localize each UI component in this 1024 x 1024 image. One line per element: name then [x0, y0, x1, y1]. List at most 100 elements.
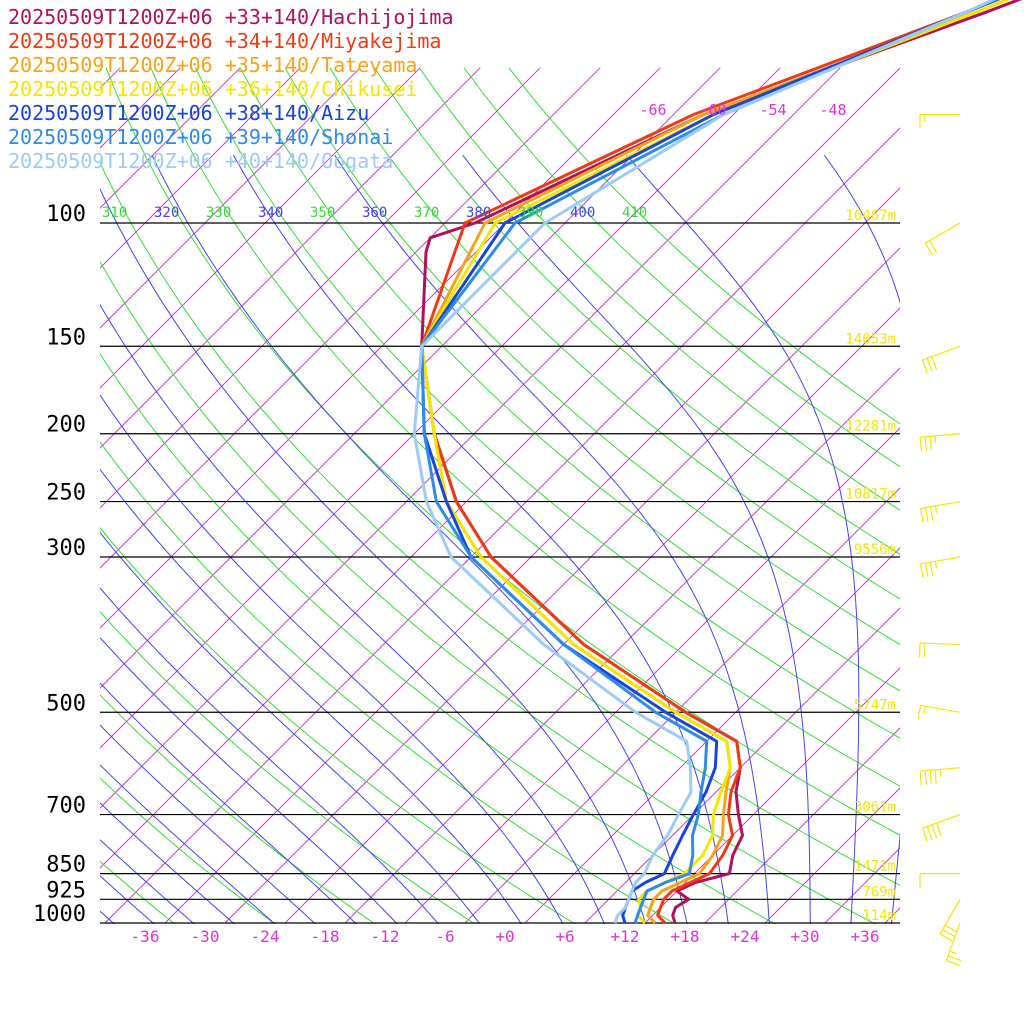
- wind-barb: [919, 113, 960, 129]
- isotherm-line: [164, 187, 900, 924]
- height-label: 114m: [862, 908, 896, 924]
- legend-entry: 20250509T1200Z+06 +39+140/Shonai: [8, 125, 393, 149]
- barb-feather: [929, 770, 932, 785]
- pressure-label: 1000: [33, 902, 86, 927]
- barb-feather: [920, 508, 924, 523]
- barb-staff: [922, 814, 961, 829]
- isentrope-line: [105, 67, 900, 836]
- x-tick-label: +12: [611, 927, 640, 946]
- moist-adiabat-line: [334, 154, 770, 924]
- barb-feather: [929, 240, 938, 253]
- x-tick-label: -12: [371, 927, 400, 946]
- theta-label: 370: [414, 205, 439, 221]
- wind-barb: [919, 872, 960, 888]
- barb-feather: [946, 960, 960, 966]
- isentrope-line: [374, 67, 900, 555]
- isentrope-line: [195, 67, 900, 739]
- barb-staff: [945, 922, 961, 961]
- height-label: 1471m: [854, 859, 896, 875]
- profile-line: [412, 0, 997, 924]
- pressure-label: 700: [46, 794, 86, 819]
- theta-label: 340: [258, 205, 283, 221]
- isentrope-line: [100, 610, 476, 924]
- moist-adiabat-line: [100, 468, 523, 924]
- barb-feather: [924, 507, 929, 522]
- moist-adiabat-line: [100, 875, 155, 924]
- barb-staff: [925, 222, 961, 244]
- wind-barb: [921, 345, 961, 374]
- legend-entry: 20250509T1200Z+06 +38+140/Aizu: [8, 101, 369, 125]
- barb-feather: [929, 506, 934, 521]
- theta-label: 320: [154, 205, 179, 221]
- wind-barb: [917, 704, 961, 720]
- legend-entry: 20250509T1200Z+06 +40+140/Oogata: [8, 149, 393, 173]
- wind-barb: [920, 500, 961, 523]
- height-label: 9556m: [854, 542, 896, 558]
- barb-feather: [939, 933, 953, 942]
- profile-line: [420, 0, 1001, 925]
- x-tick-label: -30: [191, 927, 220, 946]
- x-tick-label: -18: [311, 927, 340, 946]
- theta-label: 410: [622, 205, 647, 221]
- temperature-profiles: [412, 0, 1023, 925]
- theta-label: 350: [310, 205, 335, 221]
- barb-feather: [935, 822, 942, 837]
- pressure-label: 925: [46, 878, 86, 903]
- barb-feather: [947, 955, 962, 962]
- pressure-lines: [100, 222, 900, 924]
- isentrope-lines: [100, 67, 900, 924]
- legend: 20250509T1200Z+06 +33+140/Hachijojima202…: [8, 5, 454, 173]
- isentrope-line: [284, 67, 900, 646]
- isotherm-line: [344, 367, 900, 924]
- top-isotherm-label: -48: [819, 101, 846, 119]
- barb-feather: [942, 929, 955, 938]
- theta-labels: 310 320 330 340 350 360 370 380 390 400 410: [102, 205, 647, 221]
- isotherm-line: [464, 487, 900, 924]
- isotherm-line: [100, 67, 601, 569]
- isotherm-line: [100, 67, 841, 809]
- temperature-axis-labels: -36 -30 -24 -18 -12 -6 +0 +6 +12 +18 +24 +30 +36: [131, 927, 880, 946]
- theta-label: 330: [206, 205, 231, 221]
- barb-feather: [924, 242, 933, 256]
- wind-barbs: [917, 113, 962, 966]
- height-label: 10817m: [845, 487, 896, 503]
- moist-adiabat-line: [100, 724, 317, 924]
- pressure-label: 300: [46, 536, 86, 561]
- x-tick-label: +36: [851, 927, 880, 946]
- barb-feather: [926, 826, 933, 840]
- isotherm-lines: [100, 67, 900, 924]
- wind-barb: [921, 814, 961, 842]
- height-label: 14053m: [845, 331, 896, 347]
- x-tick-label: -6: [435, 927, 454, 946]
- moist-adiabat-line: [100, 394, 564, 924]
- barb-staff: [922, 345, 961, 361]
- isentrope-line: [100, 694, 376, 924]
- moist-adiabat-line: [626, 154, 860, 924]
- profile-line: [420, 0, 999, 924]
- x-tick-label: +6: [555, 927, 574, 946]
- theta-label: 360: [362, 205, 387, 221]
- isentrope-line: [100, 777, 276, 924]
- barb-feather: [919, 771, 922, 786]
- isotherm-line: [100, 67, 361, 329]
- moist-adiabat-line: [462, 154, 811, 924]
- wind-barb: [939, 898, 961, 942]
- moist-adiabat-line: [823, 154, 900, 924]
- x-tick-label: -24: [251, 927, 280, 946]
- barb-half-feather: [934, 505, 938, 513]
- legend-entry: 20250509T1200Z+06 +36+140/Chikusei: [8, 77, 417, 101]
- barb-half-feather: [949, 950, 957, 955]
- theta-label: 380: [466, 205, 491, 221]
- wind-barb: [918, 642, 961, 658]
- isotherm-line: [284, 307, 900, 924]
- isotherm-line: [704, 727, 900, 924]
- isotherm-line: [104, 127, 900, 924]
- barb-half-feather: [939, 769, 942, 777]
- barb-feather: [929, 436, 932, 451]
- barb-staff: [920, 433, 961, 438]
- barb-feather: [924, 562, 929, 577]
- isotherm-line: [100, 67, 301, 269]
- isentrope-line: [100, 860, 176, 924]
